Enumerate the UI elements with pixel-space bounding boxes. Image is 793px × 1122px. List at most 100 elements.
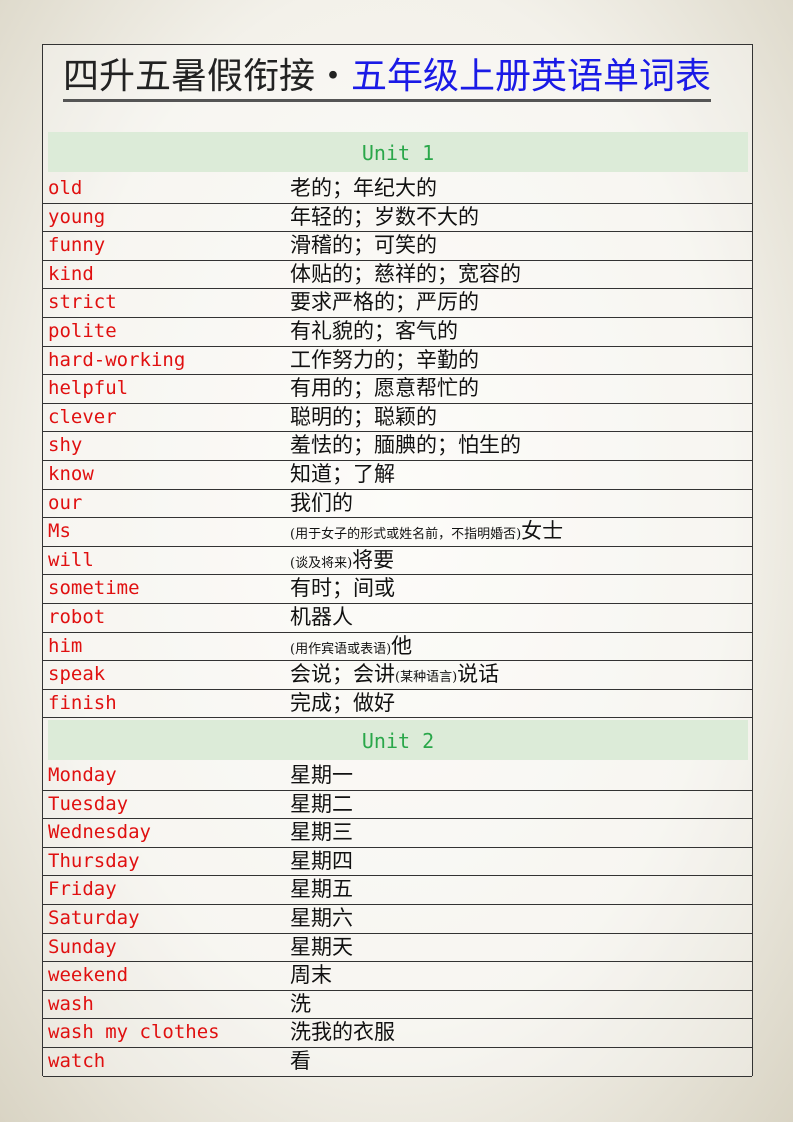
word-row: watch 看 (43, 1047, 752, 1077)
english-word: clever (48, 405, 117, 428)
chinese-meaning: 看 (290, 1048, 311, 1074)
word-row: Monday 星期一 (43, 761, 752, 791)
meaning-text: 看 (290, 1049, 311, 1073)
word-row: wash 洗 (43, 990, 752, 1020)
chinese-meaning: 有用的；愿意帮忙的 (290, 375, 479, 401)
chinese-meaning: 我们的 (290, 490, 353, 516)
meaning-text: 体贴的；慈祥的；宽容的 (290, 261, 521, 286)
english-word: Ms (48, 520, 71, 543)
english-word: helpful (48, 377, 129, 400)
meaning-text: 工作努力的；辛勤的 (290, 347, 479, 372)
english-word: Saturday (48, 907, 140, 929)
chinese-meaning: 星期四 (290, 848, 353, 874)
chinese-meaning: 工作努力的；辛勤的 (290, 347, 479, 373)
meaning-text: 羞怯的；腼腆的；怕生的 (290, 433, 521, 458)
chinese-meaning: 完成；做好 (290, 690, 395, 716)
word-row: Thursday 星期四 (43, 847, 752, 877)
chinese-meaning: (用作宾语或表语)他 (290, 633, 412, 663)
word-row: will (谈及将来)将要 (43, 546, 752, 576)
meaning-text: 他 (391, 633, 413, 658)
word-row: funny 滑稽的；可笑的 (43, 231, 752, 261)
chinese-meaning: 要求严格的；严厉的 (290, 289, 479, 315)
chinese-meaning: 滑稽的；可笑的 (290, 232, 437, 258)
word-row: Saturday 星期六 (43, 904, 752, 934)
word-row: hard-working 工作努力的；辛勤的 (43, 346, 752, 376)
word-row: speak 会说；会讲(某种语言)说话 (43, 660, 752, 690)
chinese-meaning: 体贴的；慈祥的；宽容的 (290, 261, 521, 287)
title-prefix: 四升五暑假衔接・ (63, 56, 352, 97)
english-word: old (48, 177, 83, 199)
english-word: know (48, 463, 94, 485)
unit-header: Unit 2 (48, 720, 748, 760)
meaning-text: 星期三 (290, 820, 353, 845)
meaning-text: 星期一 (290, 763, 353, 787)
english-word: wash (48, 992, 94, 1015)
vocabulary-sheet: 四升五暑假衔接・五年级上册英语单词表 Unit 1 old 老的；年纪大的 young… (42, 44, 753, 1077)
meaning-text: 我们的 (290, 490, 353, 515)
english-word: our (48, 491, 83, 514)
english-word: him (48, 634, 83, 657)
chinese-meaning: 星期天 (290, 934, 353, 960)
chinese-meaning: (谈及将来)将要 (290, 547, 394, 577)
english-word: polite (48, 320, 117, 342)
meaning-text: 说话 (457, 662, 500, 687)
meaning-text: 星期四 (290, 848, 353, 873)
english-word: shy (48, 434, 83, 457)
chinese-meaning: 年轻的；岁数不大的 (290, 204, 479, 230)
chinese-meaning: 有时；间或 (290, 575, 395, 601)
word-row: Sunday 星期天 (43, 933, 752, 963)
english-word: will (48, 548, 94, 571)
word-row: polite 有礼貌的；客气的 (43, 317, 752, 347)
word-row: shy 羞怯的；腼腆的；怕生的 (43, 431, 752, 461)
meaning-note: (某种语言) (395, 670, 458, 686)
meaning-note: (谈及将来) (290, 555, 353, 571)
english-word: finish (48, 691, 117, 714)
word-row: sometime 有时；间或 (43, 574, 752, 604)
english-word: Monday (48, 764, 117, 786)
english-word: speak (48, 663, 106, 686)
chinese-meaning: (用于女子的形式或姓名前，不指明婚否)女士 (290, 518, 563, 548)
word-row: old 老的；年纪大的 (43, 174, 752, 204)
meaning-text: 年轻的；岁数不大的 (290, 204, 479, 229)
word-row: clever 聪明的；聪颖的 (43, 403, 752, 433)
meaning-text: 有礼貌的；客气的 (290, 319, 458, 343)
title-main: 五年级上册英语单词表 (351, 56, 712, 97)
chinese-meaning: 聪明的；聪颖的 (290, 404, 437, 430)
meaning-text: 洗 (290, 991, 311, 1016)
english-word: sometime (48, 577, 140, 600)
english-word: Wednesday (48, 821, 151, 844)
meaning-note: (用作宾语或表语) (290, 641, 392, 657)
meaning-text: 周末 (290, 963, 332, 988)
meaning-text: 会说；会讲 (290, 662, 395, 687)
meaning-text: 滑稽的；可笑的 (290, 233, 437, 258)
word-row: wash my clothes 洗我的衣服 (43, 1018, 752, 1048)
chinese-meaning: 周末 (290, 962, 332, 988)
english-word: wash my clothes (48, 1021, 220, 1044)
chinese-meaning: 洗我的衣服 (290, 1019, 395, 1045)
english-word: Thursday (48, 849, 140, 872)
english-word: strict (48, 291, 117, 314)
meaning-text: 有用的；愿意帮忙的 (290, 376, 479, 401)
english-word: kind (48, 262, 94, 285)
chinese-meaning: 星期三 (290, 819, 353, 845)
word-row: know 知道；了解 (43, 460, 752, 490)
chinese-meaning: 星期六 (290, 905, 353, 931)
meaning-note: (用于女子的形式或姓名前，不指明婚否) (290, 527, 522, 543)
meaning-text: 女士 (521, 519, 564, 544)
meaning-text: 将要 (352, 547, 395, 572)
english-word: weekend (48, 964, 129, 987)
meaning-text: 机器人 (290, 605, 353, 629)
word-row: helpful 有用的；愿意帮忙的 (43, 374, 752, 404)
chinese-meaning: 星期一 (290, 762, 353, 788)
page-title: 四升五暑假衔接・五年级上册英语单词表 (63, 55, 712, 102)
chinese-meaning: 会说；会讲(某种语言)说话 (290, 661, 499, 691)
english-word: funny (48, 234, 106, 257)
meaning-text: 知道；了解 (290, 462, 395, 486)
english-word: robot (48, 606, 106, 628)
word-row: robot 机器人 (43, 603, 752, 633)
word-row: Friday 星期五 (43, 875, 752, 905)
word-row: weekend 周末 (43, 961, 752, 991)
word-row: young 年轻的；岁数不大的 (43, 203, 752, 233)
english-word: young (48, 205, 106, 228)
meaning-text: 星期二 (290, 791, 353, 816)
